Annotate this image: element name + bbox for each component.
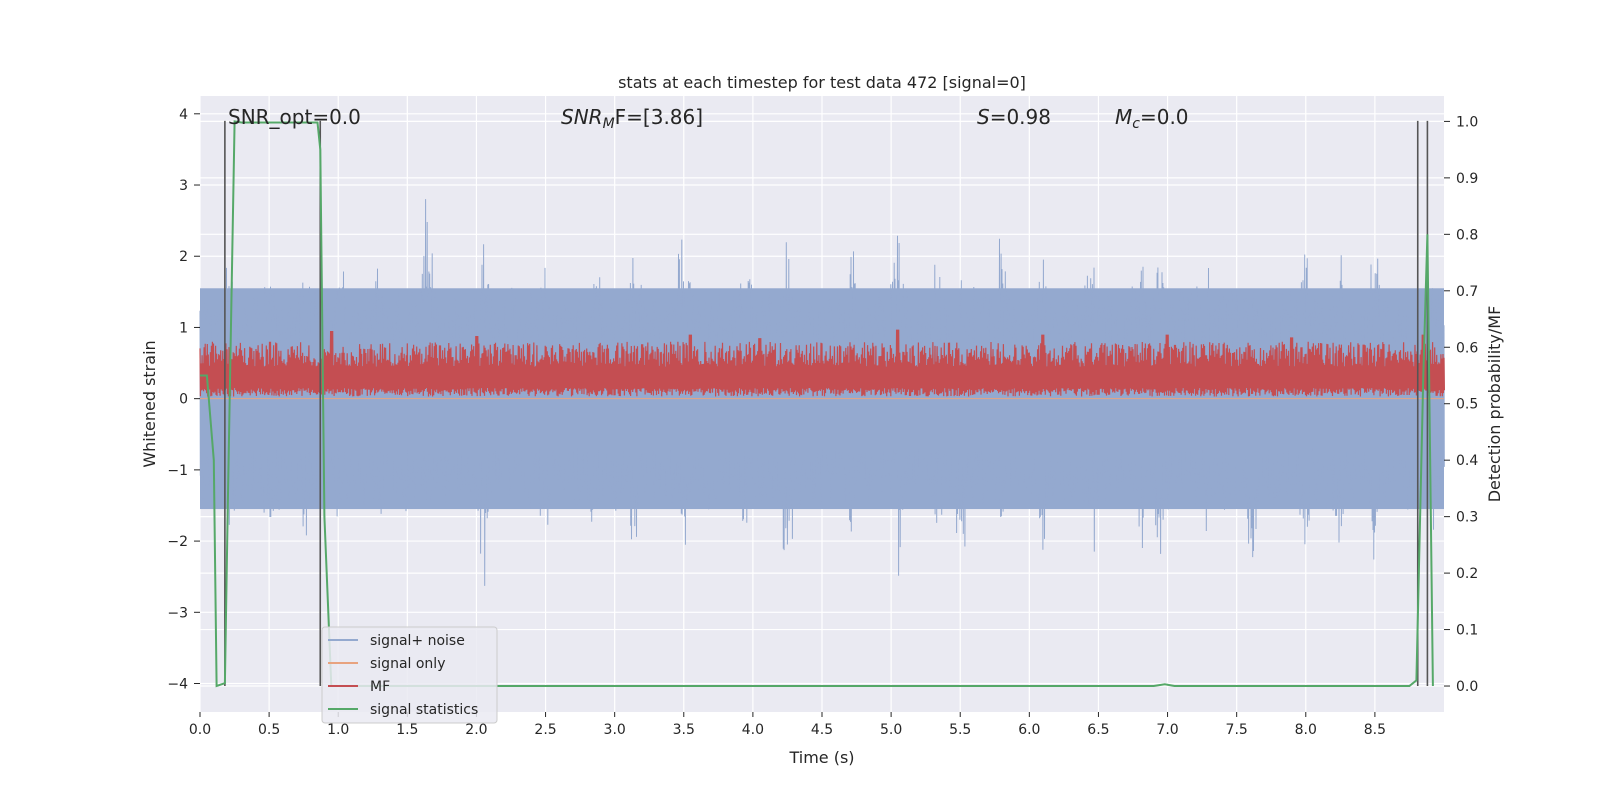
- snr-mf-sub: M: [603, 116, 615, 132]
- y-tick-label-2: −2: [167, 534, 188, 550]
- y-tick-label-7: 3: [179, 178, 188, 194]
- x-tick-label-10: 5.0: [880, 722, 902, 738]
- y2-tick-label-1: 0.1: [1456, 623, 1478, 639]
- legend-label-stats: signal statistics: [370, 702, 478, 718]
- y-tick-label-5: 1: [179, 320, 188, 336]
- s-val: =0.98: [990, 105, 1051, 129]
- x-tick-label-16: 8.0: [1295, 722, 1317, 738]
- mf-trace: [199, 329, 1445, 397]
- y2-tick-label-7: 0.7: [1456, 284, 1478, 300]
- mc-sub: c: [1132, 116, 1140, 132]
- legend-box: [321, 626, 498, 724]
- legend-label-signal: signal only: [370, 656, 445, 672]
- x-tick-label-1: 0.5: [258, 722, 280, 738]
- y2-tick-label-5: 0.5: [1456, 397, 1478, 413]
- x-tick-label-2: 1.0: [327, 722, 349, 738]
- y-ticks: −4 −3 −2 −1 0 1 2 3 4: [167, 107, 200, 693]
- y2-tick-label-10: 1.0: [1456, 114, 1478, 130]
- mc-val: =0.0: [1140, 105, 1189, 129]
- snr-opt-annotation: SNR_opt=0.0: [228, 105, 361, 129]
- y2-tick-label-0: 0.0: [1456, 679, 1478, 695]
- y-tick-label-6: 2: [179, 249, 188, 265]
- x-axis-label: Time (s): [788, 748, 854, 767]
- x-tick-label-0: 0.0: [189, 722, 211, 738]
- mc-var: M: [1115, 105, 1132, 129]
- x-ticks: 0.0 0.5 1.0 1.5 2.0 2.5 3.0 3.5 4.0 4.5 5.0 5.5 6.0 6…: [189, 712, 1386, 738]
- y-tick-label-8: 4: [179, 107, 188, 123]
- s-var: S: [977, 105, 990, 129]
- legend-label-mf: MF: [370, 679, 390, 695]
- snr-mf-tail: F=[3.86]: [615, 105, 703, 129]
- y2-tick-label-2: 0.2: [1456, 566, 1478, 582]
- x-tick-label-7: 3.5: [673, 722, 695, 738]
- x-tick-label-4: 2.0: [465, 722, 487, 738]
- y-tick-label-1: −3: [167, 605, 188, 621]
- y2-tick-label-4: 0.4: [1456, 453, 1478, 469]
- chart-title: stats at each timestep for test data 472…: [618, 73, 1026, 92]
- y2-tick-label-6: 0.6: [1456, 340, 1478, 356]
- x-tick-label-13: 6.5: [1087, 722, 1109, 738]
- y2-tick-label-9: 0.9: [1456, 171, 1478, 187]
- x-tick-label-3: 1.5: [396, 722, 418, 738]
- legend-label-noise: signal+ noise: [370, 633, 465, 649]
- s-annotation: S=0.98: [977, 105, 1051, 129]
- x-tick-label-5: 2.5: [534, 722, 556, 738]
- snr-mf-annotation: SNRMF=[3.86]: [561, 105, 703, 132]
- y2-axis-label: Detection probability/MF: [1485, 306, 1504, 503]
- x-tick-label-15: 7.5: [1226, 722, 1248, 738]
- x-tick-label-9: 4.5: [811, 722, 833, 738]
- snr-mf-main: SNR: [561, 105, 603, 129]
- x-tick-label-14: 7.0: [1156, 722, 1178, 738]
- x-tick-label-17: 8.5: [1364, 722, 1386, 738]
- y-axis-label: Whitened strain: [140, 340, 159, 467]
- y-tick-label-3: −1: [167, 463, 188, 479]
- mc-annotation: Mc=0.0: [1115, 105, 1189, 132]
- x-tick-label-8: 4.0: [742, 722, 764, 738]
- series-mf: [199, 329, 1445, 397]
- y-tick-label-0: −4: [167, 677, 188, 693]
- legend: signal+ noise signal only MF signal stat…: [321, 626, 498, 724]
- x-tick-label-6: 3.0: [604, 722, 626, 738]
- y2-tick-label-3: 0.3: [1456, 510, 1478, 526]
- y2-ticks: 0.0 0.1 0.2 0.3 0.4 0.5 0.6 0.7 0.8 0.9 1.0: [1444, 114, 1478, 695]
- y2-tick-label-8: 0.8: [1456, 227, 1478, 243]
- x-tick-label-12: 6.0: [1018, 722, 1040, 738]
- x-tick-label-11: 5.5: [949, 722, 971, 738]
- y-tick-label-4: 0: [179, 392, 188, 408]
